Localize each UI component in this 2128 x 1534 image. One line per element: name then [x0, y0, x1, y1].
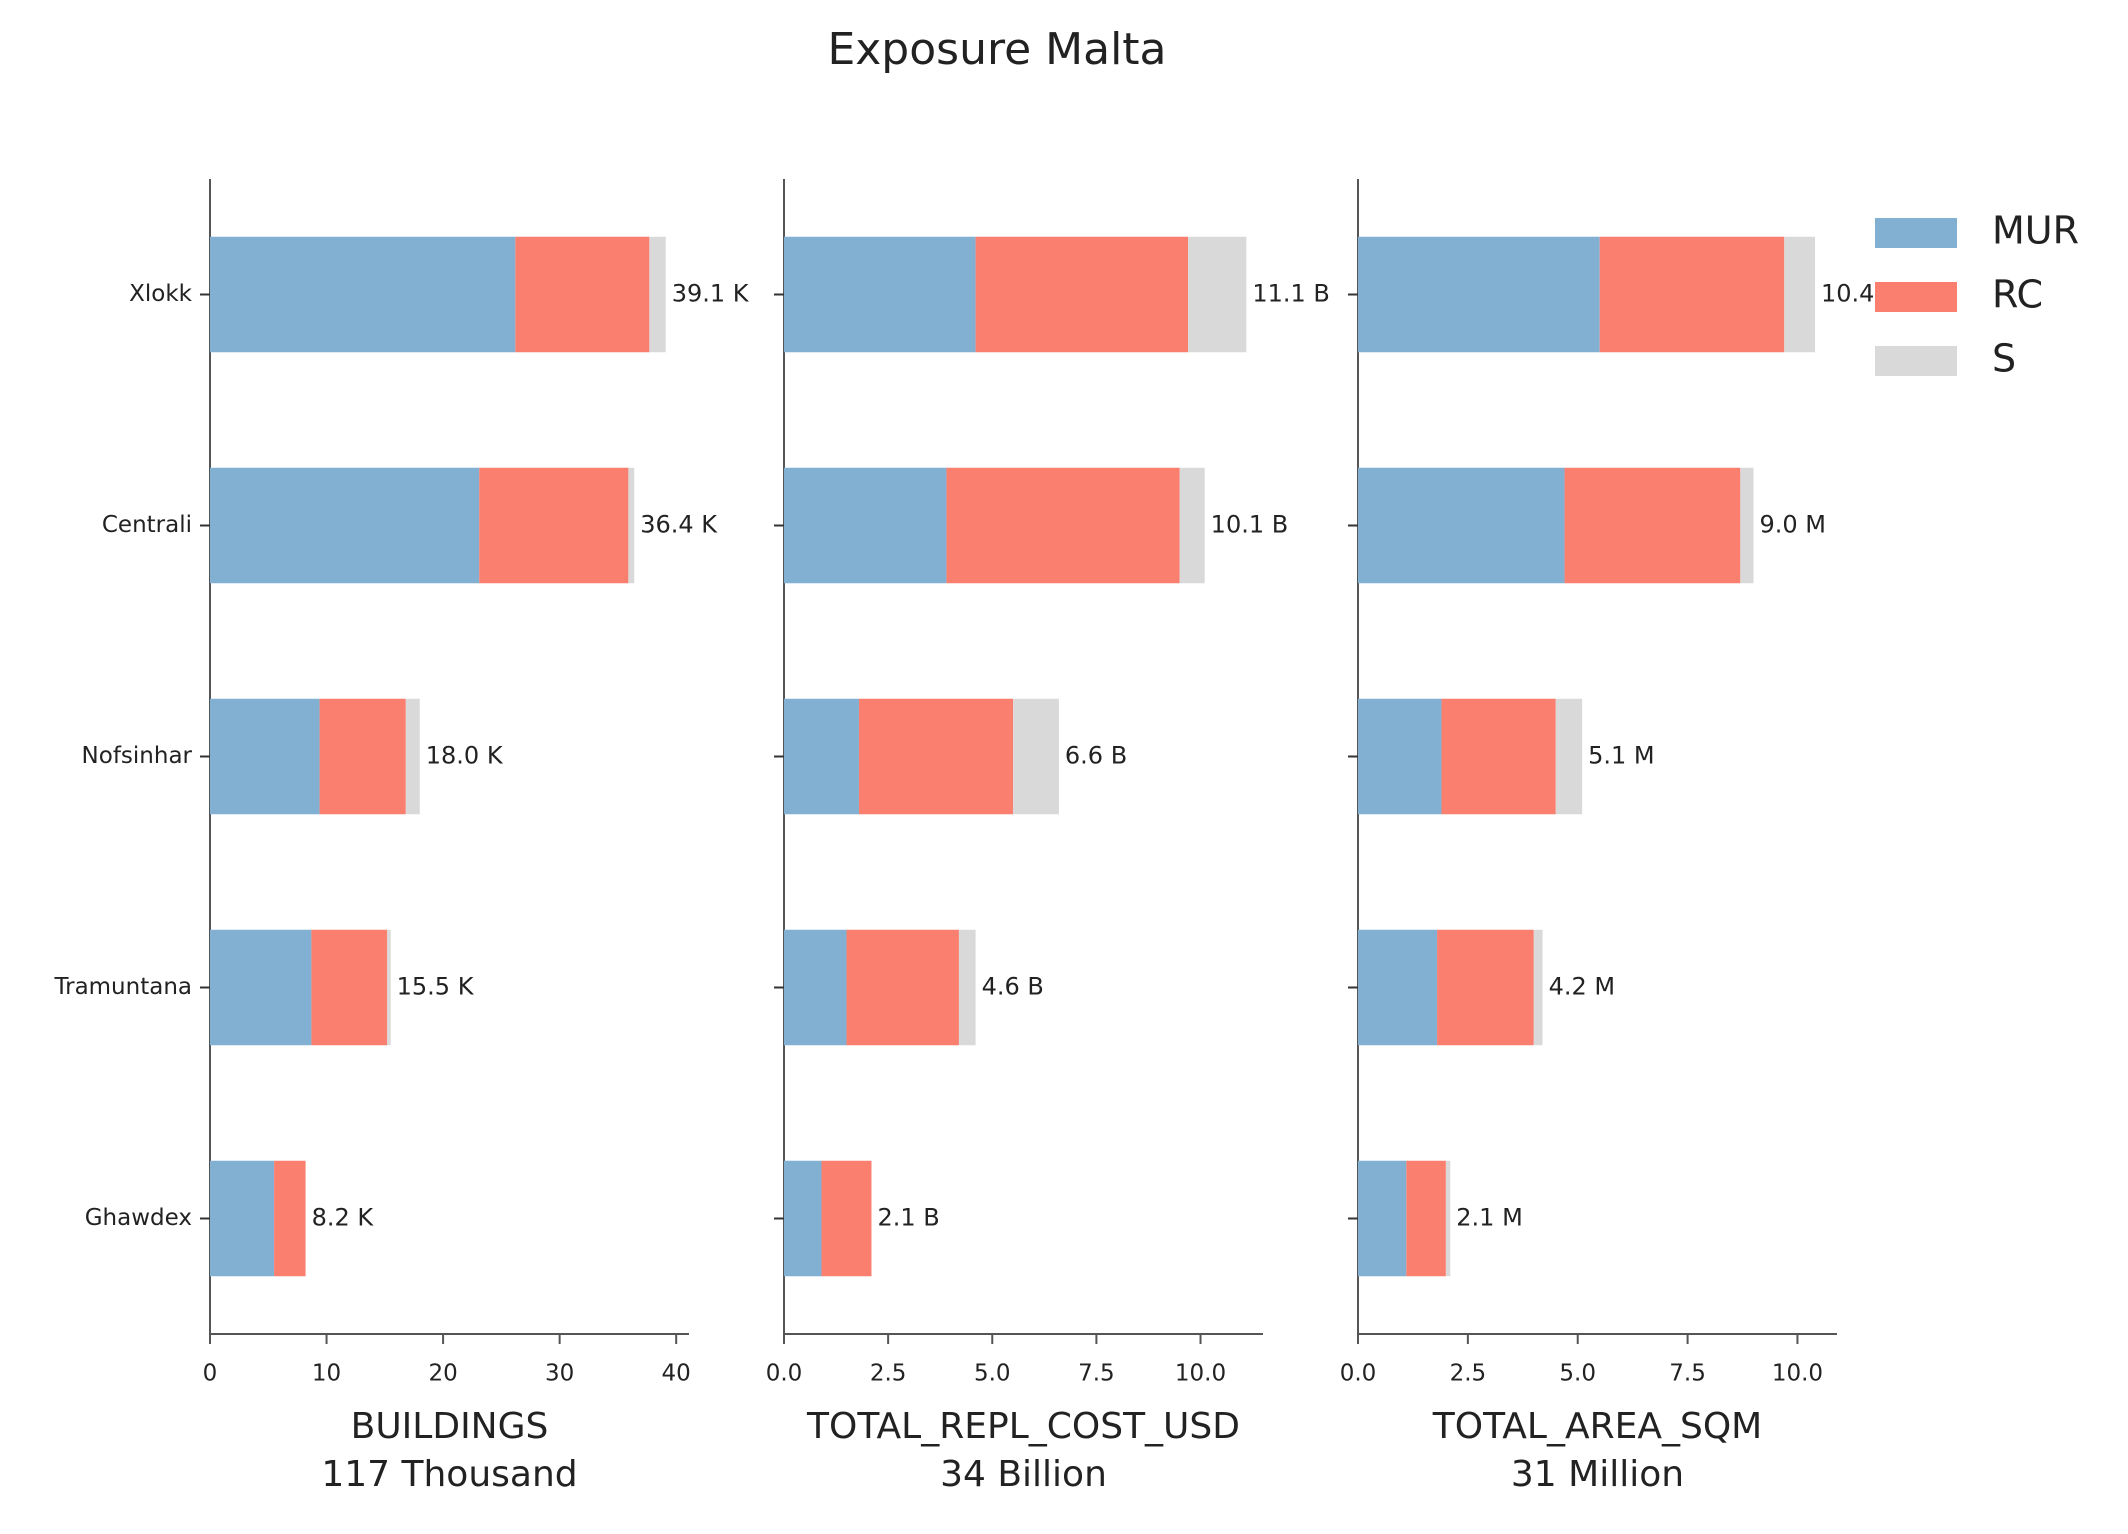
x-axis-label: TOTAL_AREA_SQM — [1432, 1406, 1762, 1447]
x-tick-label: 7.5 — [1078, 1361, 1115, 1387]
bar-segment — [1599, 236, 1785, 353]
legend-label: MUR — [1992, 209, 2079, 253]
x-tick-label: 20 — [428, 1361, 457, 1387]
x-axis-label: TOTAL_REPL_COST_USD — [806, 1406, 1240, 1447]
legend-swatch — [1875, 282, 1957, 312]
bar-segment — [784, 698, 859, 815]
total-label: 39.1 K — [672, 280, 750, 308]
total-label: 36.4 K — [640, 511, 718, 539]
x-tick-label: 40 — [662, 1361, 691, 1387]
y-tick-label: Tramuntana — [53, 974, 192, 1000]
bar-segment — [1406, 1160, 1446, 1277]
legend-swatch — [1875, 346, 1957, 376]
x-axis-label: 34 Billion — [940, 1454, 1107, 1495]
bar-segment — [311, 929, 388, 1046]
bar-segment — [210, 236, 516, 353]
bar-segment — [1564, 467, 1741, 584]
bar-segment — [958, 929, 976, 1046]
bar-segment — [649, 236, 666, 353]
x-tick-label: 2.5 — [1450, 1361, 1487, 1387]
bar-segment — [846, 929, 959, 1046]
total-label: 9.0 M — [1760, 511, 1827, 539]
bar-segment — [1358, 698, 1442, 815]
bar-segment — [1533, 929, 1543, 1046]
total-label: 5.1 M — [1588, 742, 1655, 770]
x-tick-label: 10.0 — [1175, 1361, 1226, 1387]
legend-label: S — [1992, 337, 2016, 381]
bar-segment — [858, 698, 1014, 815]
total-label: 2.1 M — [1456, 1204, 1523, 1232]
x-axis-label: 117 Thousand — [321, 1454, 577, 1495]
total-label: 8.2 K — [312, 1204, 375, 1232]
total-label: 2.1 B — [877, 1204, 939, 1232]
bar-segment — [210, 467, 480, 584]
bar-segment — [1555, 698, 1583, 815]
y-tick-label: Nofsinhar — [82, 743, 193, 769]
x-tick-label: 30 — [545, 1361, 574, 1387]
bar-segment — [784, 929, 847, 1046]
x-axis-label: BUILDINGS — [351, 1406, 549, 1447]
x-tick-label: 7.5 — [1669, 1361, 1706, 1387]
bar-segment — [1740, 467, 1754, 584]
bar-segment — [515, 236, 650, 353]
x-tick-label: 5.0 — [974, 1361, 1011, 1387]
bar-segment — [784, 1160, 822, 1277]
total-label: 15.5 K — [397, 973, 475, 1001]
bar-segment — [210, 1160, 275, 1277]
bar-segment — [1358, 929, 1438, 1046]
x-tick-label: 0.0 — [766, 1361, 803, 1387]
legend-label: RC — [1992, 273, 2043, 317]
x-tick-label: 10 — [312, 1361, 341, 1387]
total-label: 4.2 M — [1549, 973, 1616, 1001]
bar-segment — [405, 698, 420, 815]
total-label: 4.6 B — [982, 973, 1044, 1001]
y-tick-label: Ghawdex — [85, 1205, 192, 1231]
y-tick-label: Xlokk — [129, 281, 193, 307]
total-label: 11.1 B — [1252, 280, 1330, 308]
bar-segment — [1358, 1160, 1407, 1277]
total-label: 10.1 B — [1211, 511, 1289, 539]
bar-segment — [1358, 467, 1565, 584]
bar-segment — [975, 236, 1189, 353]
x-tick-label: 0 — [203, 1361, 218, 1387]
bar-segment — [387, 929, 391, 1046]
bar-segment — [1784, 236, 1816, 353]
x-tick-label: 2.5 — [870, 1361, 907, 1387]
bar-segment — [210, 698, 320, 815]
bar-segment — [1445, 1160, 1451, 1277]
bar-segment — [1179, 467, 1205, 584]
legend-swatch — [1875, 218, 1957, 248]
bar-segment — [946, 467, 1180, 584]
bar-segment — [479, 467, 629, 584]
figure-title: Exposure Malta — [827, 24, 1166, 75]
bar-segment — [1188, 236, 1247, 353]
bar-segment — [1437, 929, 1534, 1046]
bar-segment — [319, 698, 406, 815]
bar-segment — [784, 236, 976, 353]
bar-segment — [821, 1160, 872, 1277]
bar-segment — [1358, 236, 1600, 353]
bar-segment — [1013, 698, 1059, 815]
bar-segment — [1441, 698, 1556, 815]
y-tick-label: Centrali — [102, 512, 192, 538]
bar-segment — [628, 467, 635, 584]
x-axis-label: 31 Million — [1511, 1454, 1684, 1495]
bar-segment — [274, 1160, 306, 1277]
bar-segment — [784, 467, 947, 584]
total-label: 18.0 K — [426, 742, 504, 770]
x-tick-label: 10.0 — [1772, 1361, 1823, 1387]
x-tick-label: 5.0 — [1559, 1361, 1596, 1387]
total-label: 6.6 B — [1065, 742, 1127, 770]
bar-segment — [210, 929, 312, 1046]
x-tick-label: 0.0 — [1340, 1361, 1377, 1387]
